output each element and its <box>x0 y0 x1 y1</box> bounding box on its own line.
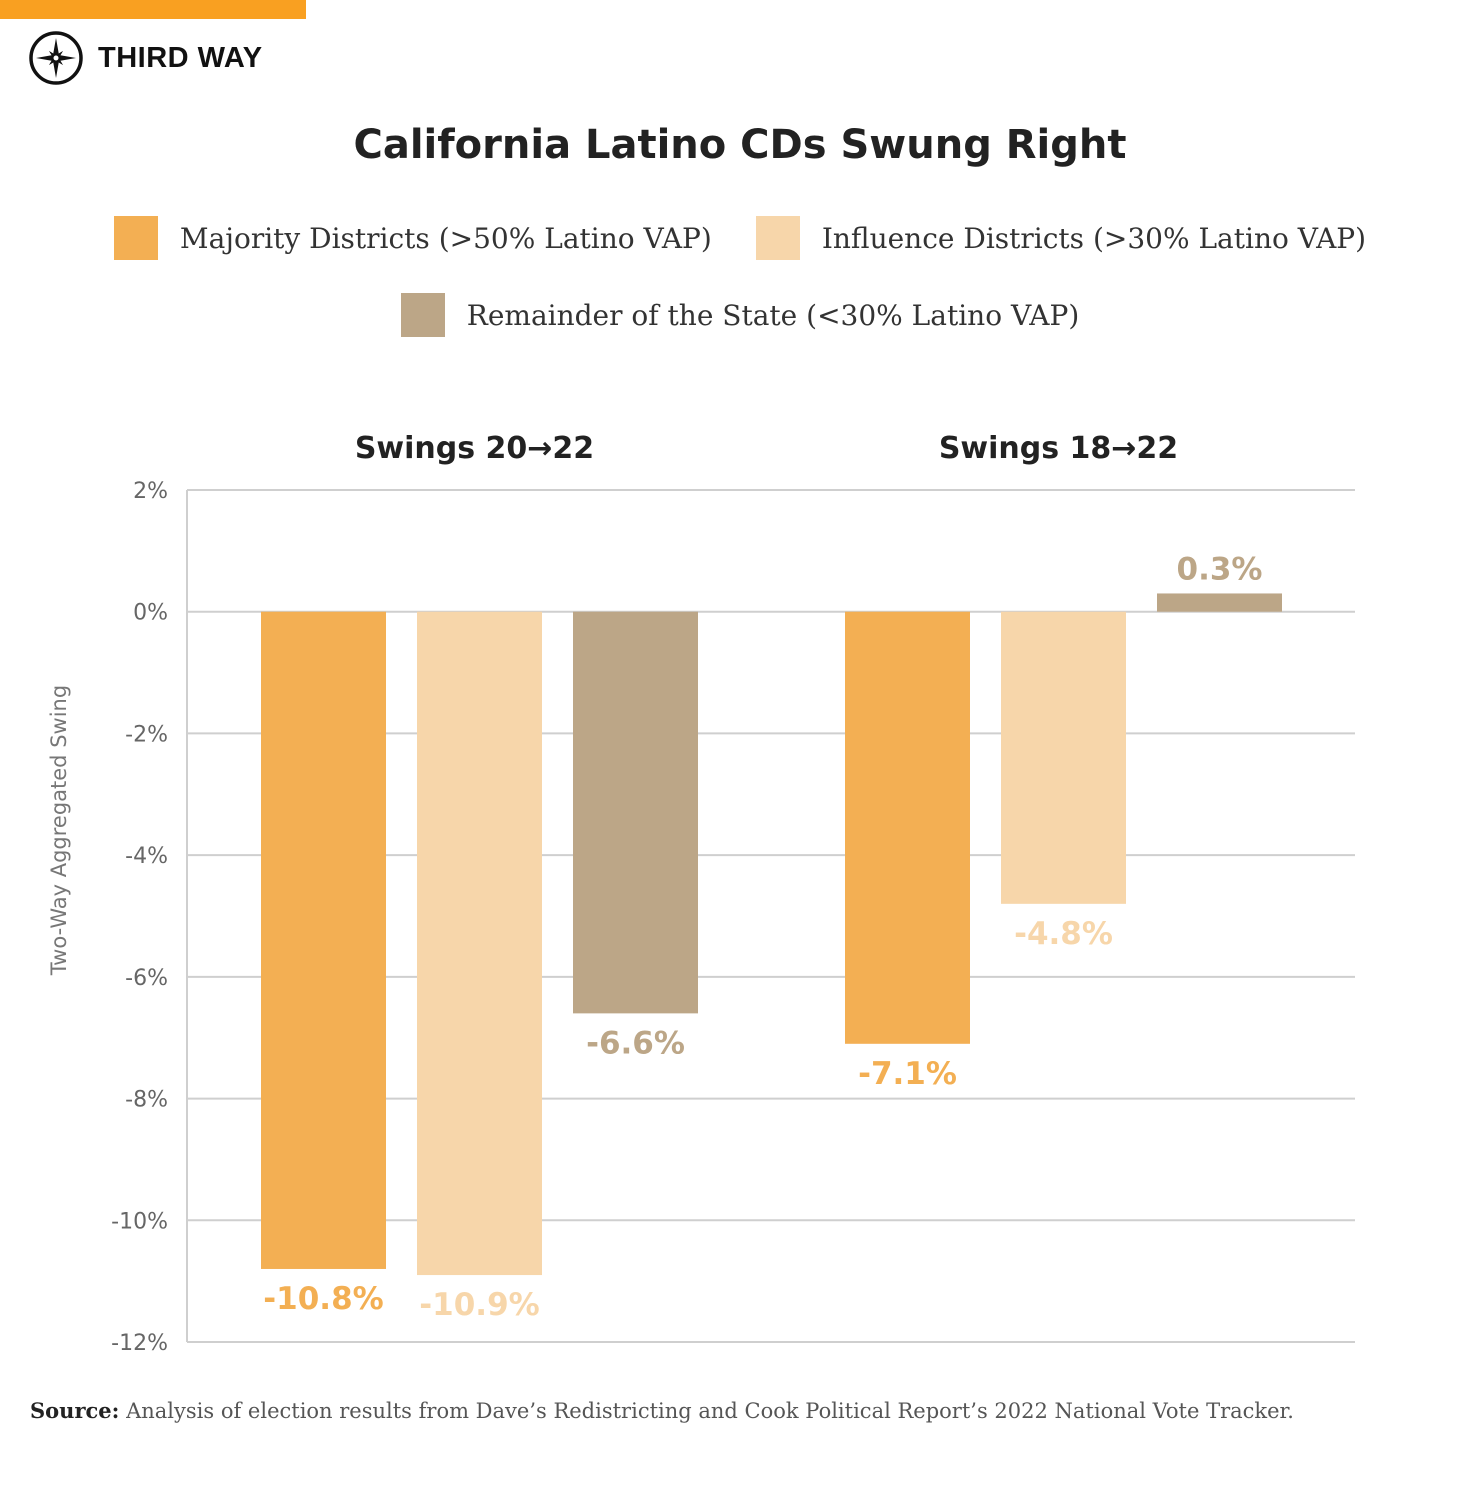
legend-item-majority: Majority Districts (>50% Latino VAP) <box>113 216 712 260</box>
y-tick-label: 2% <box>133 479 168 504</box>
data-label: -10.8% <box>263 1281 383 1317</box>
bar <box>1001 611 1126 904</box>
y-tick-label: -10% <box>111 1209 168 1234</box>
bar <box>573 611 698 1014</box>
source-note: Source: Analysis of election results fro… <box>30 1398 1294 1423</box>
legend-swatch <box>400 293 445 337</box>
legend-row-2: Remainder of the State (<30% Latino VAP) <box>0 293 1480 337</box>
y-axis-label: Two-Way Aggregated Swing <box>47 685 71 976</box>
y-tick-label: -12% <box>111 1331 168 1356</box>
brand-accent-bar <box>0 0 306 19</box>
source-text: Analysis of election results from Dave’s… <box>126 1399 1294 1423</box>
bar <box>845 611 970 1044</box>
y-tick-label: -2% <box>125 722 168 747</box>
data-label: -7.1% <box>858 1056 957 1092</box>
chart-title: California Latino CDs Swung Right <box>353 122 1127 168</box>
bar <box>261 611 386 1269</box>
y-tick-label: -6% <box>125 966 168 991</box>
group-label: Swings 20→22 <box>355 431 594 466</box>
legend-label: Remainder of the State (<30% Latino VAP) <box>466 298 1080 332</box>
third-way-logo: THIRD WAY <box>28 30 263 86</box>
legend-swatch <box>755 216 800 260</box>
legend-swatch <box>113 216 158 260</box>
data-label: 0.3% <box>1177 551 1263 587</box>
brand-name: THIRD WAY <box>98 41 263 74</box>
data-label: -6.6% <box>586 1025 685 1061</box>
bar <box>1157 593 1282 612</box>
y-tick-label: -8% <box>125 1088 168 1113</box>
legend-label: Influence Districts (>30% Latino VAP) <box>821 221 1367 255</box>
bar <box>417 611 542 1276</box>
compass-icon <box>29 31 83 85</box>
y-tick-label: -4% <box>125 844 168 869</box>
y-tick-label: 0% <box>133 601 168 626</box>
legend-item-influence: Influence Districts (>30% Latino VAP) <box>755 216 1367 260</box>
source-label: Source: <box>30 1398 120 1423</box>
legend-label: Majority Districts (>50% Latino VAP) <box>179 221 712 255</box>
group-label: Swings 18→22 <box>939 431 1178 466</box>
data-label: -4.8% <box>1014 916 1113 952</box>
data-label: -10.9% <box>419 1287 539 1323</box>
legend: Majority Districts (>50% Latino VAP) Inf… <box>0 216 1480 260</box>
legend-item-remainder: Remainder of the State (<30% Latino VAP) <box>400 293 1080 337</box>
